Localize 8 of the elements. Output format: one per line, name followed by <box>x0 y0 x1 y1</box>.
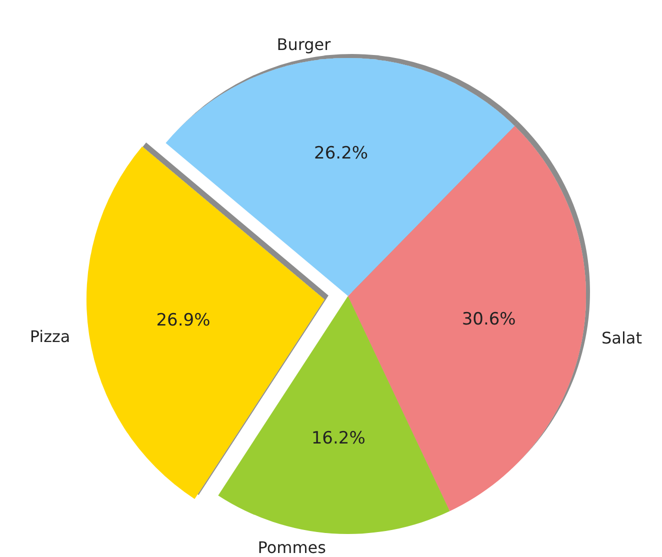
slice-label: Pommes <box>258 538 326 557</box>
data-label: 26.9% <box>156 310 210 331</box>
slice-label: Pizza <box>30 327 70 346</box>
data-label: 16.2% <box>311 428 366 448</box>
slice-label: Burger <box>276 34 332 54</box>
slice-label: Salat <box>602 328 642 348</box>
data-label: 26.2% <box>314 143 368 164</box>
data-label: 30.6% <box>462 310 516 330</box>
